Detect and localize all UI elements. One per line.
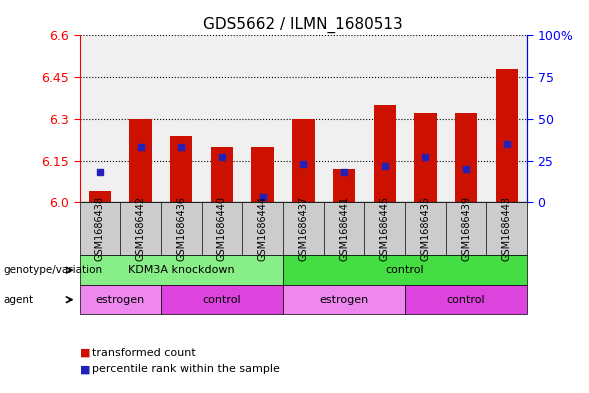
Text: GSM1686437: GSM1686437 (299, 196, 308, 261)
Bar (211, 147, 233, 202)
Text: GSM1686439: GSM1686439 (461, 196, 471, 261)
Text: GSM1686436: GSM1686436 (176, 196, 186, 261)
Text: KDM3A knockdown: KDM3A knockdown (128, 265, 234, 275)
Bar (333, 169, 355, 202)
Text: agent: agent (3, 295, 33, 305)
Text: control: control (203, 295, 241, 305)
Bar (373, 105, 396, 202)
Text: control: control (447, 295, 485, 305)
Text: estrogen: estrogen (95, 295, 145, 305)
Text: GSM1686444: GSM1686444 (257, 196, 267, 261)
Bar (170, 136, 193, 202)
Text: GSM1686442: GSM1686442 (135, 196, 145, 261)
Bar (414, 113, 436, 202)
Text: genotype/variation: genotype/variation (3, 265, 102, 275)
Text: GSM1686440: GSM1686440 (217, 196, 227, 261)
Text: percentile rank within the sample: percentile rank within the sample (92, 364, 280, 375)
Text: estrogen: estrogen (319, 295, 369, 305)
Text: GSM1686438: GSM1686438 (95, 196, 105, 261)
Bar (130, 119, 152, 202)
Text: transformed count: transformed count (92, 348, 196, 358)
Bar (495, 69, 518, 202)
Text: GSM1686445: GSM1686445 (380, 196, 390, 261)
Text: ■: ■ (80, 364, 90, 375)
Text: GSM1686441: GSM1686441 (339, 196, 349, 261)
Bar (292, 119, 315, 202)
Bar (455, 113, 477, 202)
Text: GSM1686443: GSM1686443 (502, 196, 512, 261)
Text: GSM1686435: GSM1686435 (421, 196, 431, 261)
Title: GDS5662 / ILMN_1680513: GDS5662 / ILMN_1680513 (203, 17, 403, 33)
Bar (252, 147, 274, 202)
Bar (89, 191, 111, 202)
Text: control: control (386, 265, 425, 275)
Text: ■: ■ (80, 348, 90, 358)
